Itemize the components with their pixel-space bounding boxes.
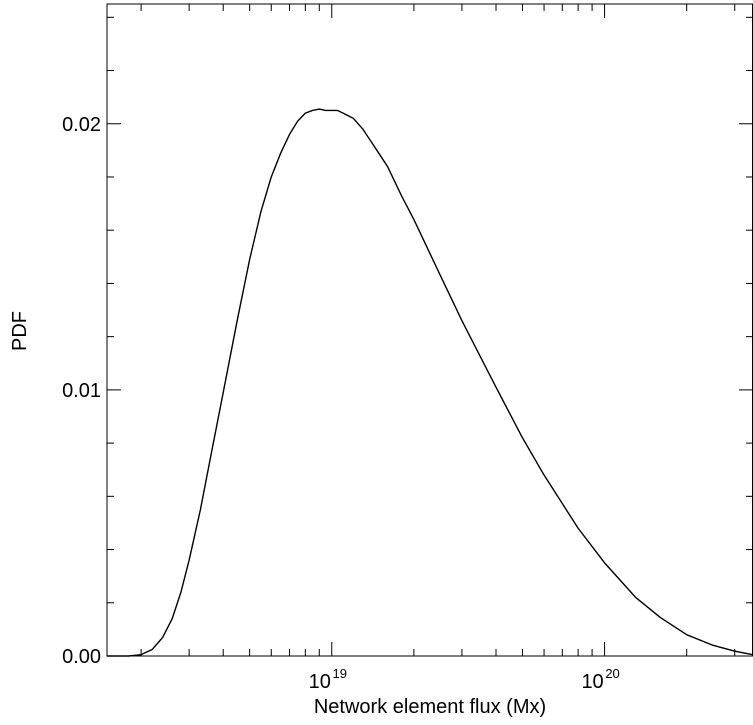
pdf-curve-group	[107, 108, 753, 657]
x-tick-label: 10	[581, 671, 603, 693]
y-axis-label: PDF	[9, 311, 31, 351]
y-tick-label: 0.02	[62, 114, 101, 136]
axes-frame	[106, 3, 753, 657]
x-tick-label-exponent: 20	[605, 666, 619, 681]
x-axis-label: Network element flux (Mx)	[314, 696, 546, 718]
y-tick-label: 0.00	[62, 646, 101, 668]
pdf-curve-line	[107, 108, 753, 657]
y-tick-label: 0.01	[62, 380, 101, 402]
x-tick-label-exponent: 19	[333, 666, 347, 681]
plot-frame	[106, 3, 753, 657]
ticks	[107, 4, 753, 657]
x-tick-label: 10	[309, 671, 331, 693]
